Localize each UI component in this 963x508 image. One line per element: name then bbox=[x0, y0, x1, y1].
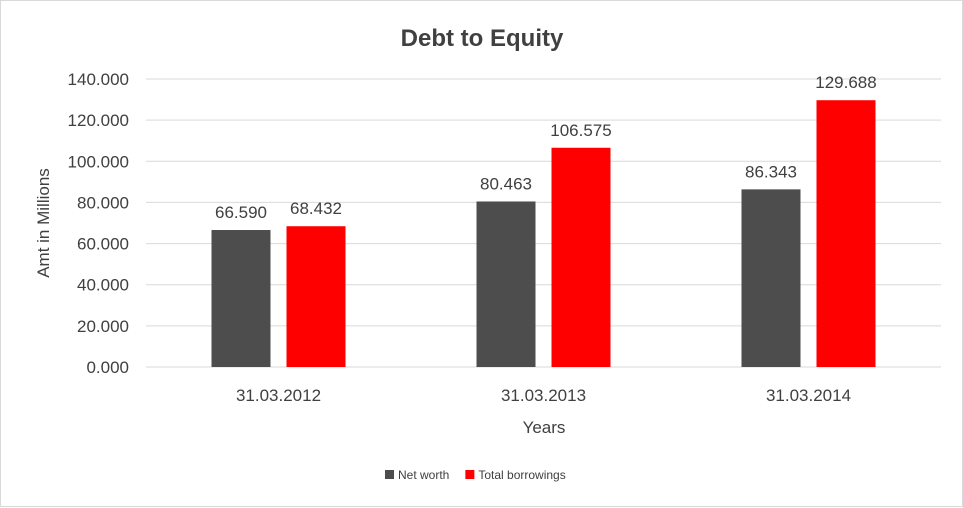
data-label: 129.688 bbox=[815, 73, 876, 92]
data-label: 86.343 bbox=[745, 162, 797, 181]
x-tick-label: 31.03.2012 bbox=[236, 386, 321, 405]
bar-net-worth bbox=[476, 201, 536, 367]
bar-total-borrowings bbox=[551, 147, 611, 367]
legend-label-net-worth: Net worth bbox=[398, 468, 449, 482]
legend: Net worth Total borrowings bbox=[385, 468, 566, 482]
legend-swatch-net-worth bbox=[385, 470, 394, 479]
y-tick-label: 80.000 bbox=[77, 193, 129, 212]
legend-swatch-total-borrowings bbox=[465, 470, 475, 479]
bar-net-worth bbox=[741, 189, 801, 367]
x-tick-label: 31.03.2014 bbox=[766, 386, 851, 405]
bar-total-borrowings bbox=[286, 226, 346, 367]
y-tick-label: 100.000 bbox=[68, 152, 129, 171]
data-label: 106.575 bbox=[550, 121, 611, 140]
y-axis-label: Amt in Millions bbox=[34, 168, 53, 278]
data-label: 66.590 bbox=[215, 203, 267, 222]
x-tick-label: 31.03.2013 bbox=[501, 386, 586, 405]
y-tick-label: 60.000 bbox=[77, 235, 129, 254]
y-tick-label: 20.000 bbox=[77, 317, 129, 336]
chart-title: Debt to Equity bbox=[401, 25, 564, 52]
y-tick-label: 140.000 bbox=[68, 70, 129, 89]
y-tick-label: 0.000 bbox=[86, 358, 129, 377]
x-axis-label: Years bbox=[523, 418, 566, 437]
data-label: 68.432 bbox=[290, 199, 342, 218]
y-tick-label: 40.000 bbox=[77, 276, 129, 295]
data-label: 80.463 bbox=[480, 174, 532, 193]
legend-label-total-borrowings: Total borrowings bbox=[478, 468, 565, 482]
bar-net-worth bbox=[211, 230, 271, 367]
y-tick-label: 120.000 bbox=[68, 111, 129, 130]
bar-total-borrowings bbox=[816, 100, 876, 367]
